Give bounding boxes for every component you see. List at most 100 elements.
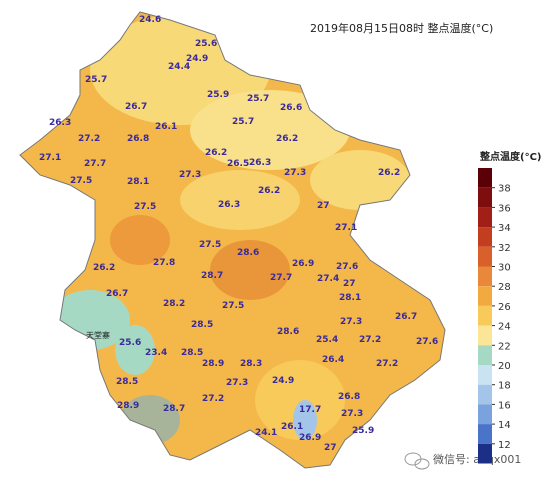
station-temp: 26.3 — [249, 158, 271, 168]
station-temp: 26.2 — [93, 263, 115, 273]
legend-swatch — [478, 207, 492, 228]
station-temp: 27.5 — [199, 240, 221, 250]
station-temp: 24.1 — [255, 428, 277, 438]
legend-swatch — [478, 384, 492, 405]
station-temp: 26.9 — [292, 259, 314, 269]
legend-swatch — [478, 246, 492, 267]
station-temp: 28.5 — [116, 377, 138, 387]
legend-swatch — [478, 168, 492, 188]
station-temp: 25.6 — [119, 338, 141, 348]
station-temp: 28.1 — [339, 293, 361, 303]
legend-tick-label: 12 — [498, 440, 511, 451]
station-temp: 26.8 — [127, 134, 149, 144]
legend-swatch — [478, 424, 492, 444]
station-temp: 27.7 — [84, 159, 106, 169]
station-temp: 27.3 — [341, 409, 363, 419]
province-outline — [19, 11, 446, 469]
station-temp: 27.3 — [284, 168, 306, 178]
station-temp: 27.6 — [336, 262, 358, 272]
legend-tick-label: 32 — [498, 243, 511, 254]
legend-swatch — [478, 187, 492, 208]
station-temp: 26.4 — [322, 355, 344, 365]
station-temp: 27.3 — [340, 317, 362, 327]
station-temp: 26.7 — [106, 289, 128, 299]
station-temp: 25.7 — [247, 94, 269, 104]
station-temp: 23.4 — [145, 348, 167, 358]
station-temp: 28.2 — [163, 299, 185, 309]
legend-swatch — [478, 365, 492, 385]
legend-tick-label: 14 — [498, 420, 511, 431]
station-temp: 27.1 — [335, 223, 357, 233]
station-temp: 25.4 — [316, 335, 338, 345]
station-temp: 25.9 — [207, 90, 229, 100]
station-temp: 27 — [324, 443, 337, 453]
station-temp: 26.2 — [276, 134, 298, 144]
legend-swatch — [478, 404, 492, 425]
station-temp: 27.3 — [179, 170, 201, 180]
legend-swatch — [478, 443, 492, 464]
station-temp: 26.3 — [218, 200, 240, 210]
station-temp: 25.7 — [85, 75, 107, 85]
station-temp: 27.7 — [270, 273, 292, 283]
legend-swatch — [478, 286, 492, 306]
legend-swatch — [478, 227, 492, 247]
station-temp: 27.1 — [39, 153, 61, 163]
legend-swatch — [478, 345, 492, 365]
station-temp: 27.8 — [153, 258, 175, 268]
legend-swatch — [478, 266, 492, 287]
station-temp: 27.2 — [359, 335, 381, 345]
legend-tick-label: 34 — [498, 223, 511, 234]
station-temp: 24.9 — [186, 54, 208, 64]
station-temp: 25.9 — [352, 426, 374, 436]
legend-tick-label: 20 — [498, 361, 511, 372]
legend-tick-label: 22 — [498, 341, 511, 352]
station-temp: 26.2 — [378, 168, 400, 178]
station-temp: 26.2 — [205, 148, 227, 158]
station-temp: 27.5 — [134, 202, 156, 212]
legend-tick-label: 24 — [498, 322, 511, 333]
station-temp: 28.5 — [191, 320, 213, 330]
watermark-icon — [404, 452, 430, 470]
station-temp: 26.7 — [395, 312, 417, 322]
station-temp: 26.2 — [258, 186, 280, 196]
station-temp: 27 — [317, 201, 330, 211]
station-temp: 26.8 — [338, 392, 360, 402]
station-temp: 28.5 — [181, 348, 203, 358]
station-temp: 27 — [343, 279, 356, 289]
station-temp: 28.7 — [163, 404, 185, 414]
station-temp: 25.7 — [232, 117, 254, 127]
legend-swatch — [478, 305, 492, 326]
station-temp: 26.3 — [49, 118, 71, 128]
station-temp: 27.2 — [78, 134, 100, 144]
station-temp: 27.6 — [416, 337, 438, 347]
station-temp: 24.9 — [272, 376, 294, 386]
station-temp: 27.2 — [202, 394, 224, 404]
station-temp: 26.6 — [280, 103, 302, 113]
station-temp: 28.6 — [237, 248, 259, 258]
legend-swatch — [478, 325, 492, 346]
station-temp: 26.9 — [299, 433, 321, 443]
station-temp: 28.1 — [127, 177, 149, 187]
station-temp: 28.6 — [277, 327, 299, 337]
legend-title: 整点温度(°C) — [479, 150, 541, 163]
station-temp: 26.5 — [227, 159, 249, 169]
legend-tick-label: 38 — [498, 184, 511, 195]
station-temp: 27.5 — [70, 176, 92, 186]
station-temp: 26.1 — [281, 422, 303, 432]
watermark: 微信号: ahqx001 — [433, 452, 521, 466]
station-temp: 28.7 — [201, 271, 223, 281]
place-label: 天堂寨 — [86, 330, 110, 340]
station-temp: 26.1 — [155, 122, 177, 132]
station-temp: 28.9 — [202, 359, 224, 369]
station-temp: 24.4 — [168, 62, 190, 72]
station-temp: 26.7 — [125, 102, 147, 112]
station-temp: 24.6 — [139, 15, 161, 25]
station-temp: 25.6 — [195, 39, 217, 49]
station-temp: 27.4 — [317, 274, 339, 284]
station-temp: 27.2 — [376, 359, 398, 369]
legend-tick-label: 36 — [498, 203, 511, 214]
station-temp: 27.3 — [226, 378, 248, 388]
legend-tick-label: 28 — [498, 282, 511, 293]
